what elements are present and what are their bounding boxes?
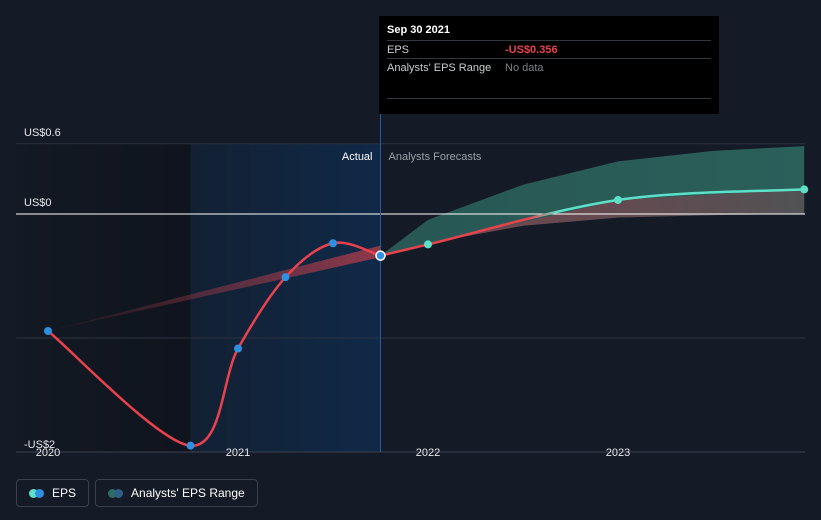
x-tick-label: 2021 [226,447,250,459]
x-tick-label: 2022 [416,447,440,459]
eps-point [186,441,195,450]
eps-forecast-point [800,185,809,194]
past-shade [16,143,191,453]
actual-region-shade [190,143,381,453]
tooltip-range-value: No data [505,61,544,74]
tooltip-eps-label: EPS [387,43,410,56]
legend-item-eps[interactable]: EPS [16,479,90,507]
eps-legend-icon [29,488,44,498]
x-tick-label: 2020 [36,447,60,459]
tooltip-eps-value: -US$0.356 [505,43,558,56]
region-label-forecast: Analysts Forecasts [389,151,482,163]
chart-legend: EPS Analysts' EPS Range [16,479,258,507]
tooltip-eps-row: EPS -US$0.356 [387,40,711,58]
tooltip-range-row: Analysts' EPS Range No data [387,58,711,76]
region-label-actual: Actual [342,151,373,163]
eps-range-forecast-lower [380,189,805,256]
legend-label-eps-range: Analysts' EPS Range [131,486,245,500]
eps-forecast-line [380,188,805,257]
eps-point [281,273,290,282]
eps-range-legend-icon [108,488,124,498]
eps-highlight-point [375,250,386,261]
tooltip-range-label: Analysts' EPS Range [387,61,492,74]
eps-point [329,239,337,248]
eps-forecast-point [424,240,432,249]
legend-label-eps: EPS [52,486,77,500]
y-label-top: US$0.6 [24,127,61,139]
y-label-zero: US$0 [24,197,52,209]
x-tick-label: 2023 [606,447,630,459]
tooltip-divider [387,98,711,99]
legend-item-eps-range[interactable]: Analysts' EPS Range [95,479,258,507]
y-label-bottom: -US$2 [24,439,55,451]
tooltip-date: Sep 30 2021 [387,24,450,36]
eps-range-actual [48,245,381,331]
eps-point [234,344,242,353]
eps-point [44,327,52,335]
tooltip-panel: Sep 30 2021 EPS -US$0.356 Analysts' EPS … [379,16,719,114]
eps-forecast-point [614,195,622,204]
